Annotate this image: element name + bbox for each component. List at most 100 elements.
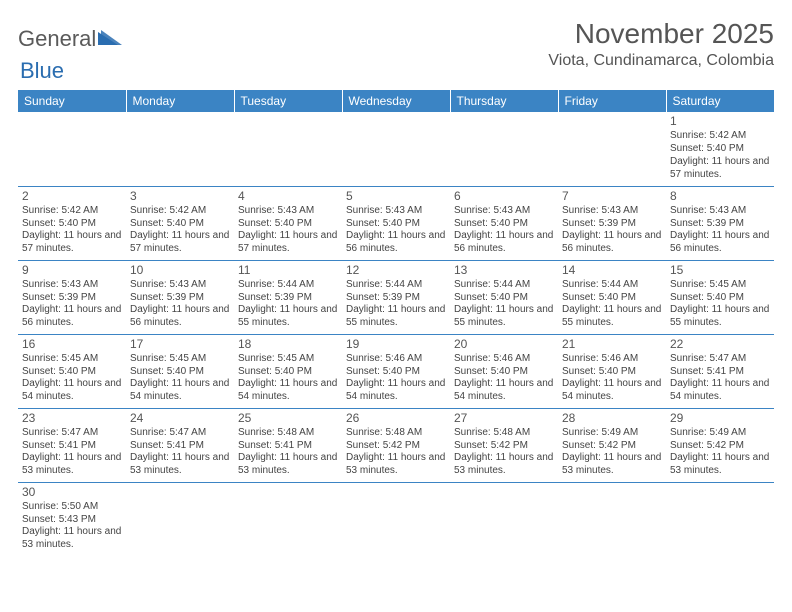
calendar-day-cell: 29Sunrise: 5:49 AMSunset: 5:42 PMDayligh…: [666, 408, 774, 482]
sunset-line: Sunset: 5:39 PM: [22, 292, 122, 305]
daylight-line: Daylight: 11 hours and 55 minutes.: [454, 304, 554, 330]
day-number: 11: [238, 263, 338, 278]
sunrise-line: Sunrise: 5:45 AM: [22, 353, 122, 366]
calendar-day-cell: 6Sunrise: 5:43 AMSunset: 5:40 PMDaylight…: [450, 186, 558, 260]
sunrise-line: Sunrise: 5:42 AM: [22, 205, 122, 218]
sunrise-line: Sunrise: 5:46 AM: [562, 353, 662, 366]
daylight-line: Daylight: 11 hours and 55 minutes.: [346, 304, 446, 330]
sunrise-line: Sunrise: 5:45 AM: [238, 353, 338, 366]
sunrise-line: Sunrise: 5:47 AM: [130, 427, 230, 440]
sunset-line: Sunset: 5:40 PM: [562, 292, 662, 305]
calendar-day-cell: 14Sunrise: 5:44 AMSunset: 5:40 PMDayligh…: [558, 260, 666, 334]
day-number: 28: [562, 411, 662, 426]
calendar-empty-cell: [18, 112, 126, 186]
calendar-day-cell: 25Sunrise: 5:48 AMSunset: 5:41 PMDayligh…: [234, 408, 342, 482]
calendar-week-row: 16Sunrise: 5:45 AMSunset: 5:40 PMDayligh…: [18, 334, 774, 408]
calendar-week-row: 9Sunrise: 5:43 AMSunset: 5:39 PMDaylight…: [18, 260, 774, 334]
calendar-empty-cell: [558, 112, 666, 186]
daylight-line: Daylight: 11 hours and 56 minutes.: [346, 230, 446, 256]
sunset-line: Sunset: 5:41 PM: [22, 440, 122, 453]
sunset-line: Sunset: 5:41 PM: [130, 440, 230, 453]
calendar-empty-cell: [342, 112, 450, 186]
day-number: 7: [562, 189, 662, 204]
calendar-day-cell: 3Sunrise: 5:42 AMSunset: 5:40 PMDaylight…: [126, 186, 234, 260]
logo-text-general: General: [18, 26, 96, 52]
daylight-line: Daylight: 11 hours and 56 minutes.: [454, 230, 554, 256]
day-number: 23: [22, 411, 122, 426]
daylight-line: Daylight: 11 hours and 57 minutes.: [22, 230, 122, 256]
sunset-line: Sunset: 5:41 PM: [238, 440, 338, 453]
location-text: Viota, Cundinamarca, Colombia: [548, 52, 774, 70]
daylight-line: Daylight: 11 hours and 53 minutes.: [346, 452, 446, 478]
daylight-line: Daylight: 11 hours and 54 minutes.: [238, 378, 338, 404]
sunrise-line: Sunrise: 5:49 AM: [670, 427, 770, 440]
sunset-line: Sunset: 5:40 PM: [22, 366, 122, 379]
sunrise-line: Sunrise: 5:43 AM: [346, 205, 446, 218]
sunrise-line: Sunrise: 5:44 AM: [346, 279, 446, 292]
calendar-body: 1Sunrise: 5:42 AMSunset: 5:40 PMDaylight…: [18, 112, 774, 556]
sunset-line: Sunset: 5:40 PM: [238, 218, 338, 231]
day-number: 2: [22, 189, 122, 204]
day-number: 18: [238, 337, 338, 352]
sunset-line: Sunset: 5:40 PM: [130, 218, 230, 231]
sunrise-line: Sunrise: 5:47 AM: [22, 427, 122, 440]
day-number: 15: [670, 263, 770, 278]
sunset-line: Sunset: 5:41 PM: [670, 366, 770, 379]
calendar-empty-cell: [234, 482, 342, 556]
sunset-line: Sunset: 5:40 PM: [454, 218, 554, 231]
sunrise-line: Sunrise: 5:47 AM: [670, 353, 770, 366]
calendar-week-row: 2Sunrise: 5:42 AMSunset: 5:40 PMDaylight…: [18, 186, 774, 260]
calendar-empty-cell: [126, 482, 234, 556]
daylight-line: Daylight: 11 hours and 55 minutes.: [562, 304, 662, 330]
calendar-table: Sunday Monday Tuesday Wednesday Thursday…: [18, 90, 774, 556]
calendar-day-cell: 9Sunrise: 5:43 AMSunset: 5:39 PMDaylight…: [18, 260, 126, 334]
calendar-day-cell: 12Sunrise: 5:44 AMSunset: 5:39 PMDayligh…: [342, 260, 450, 334]
calendar-empty-cell: [666, 482, 774, 556]
day-number: 20: [454, 337, 554, 352]
calendar-empty-cell: [450, 112, 558, 186]
logo-flag-icon: [98, 30, 122, 46]
calendar-day-cell: 21Sunrise: 5:46 AMSunset: 5:40 PMDayligh…: [558, 334, 666, 408]
sunrise-line: Sunrise: 5:43 AM: [670, 205, 770, 218]
calendar-day-cell: 19Sunrise: 5:46 AMSunset: 5:40 PMDayligh…: [342, 334, 450, 408]
day-number: 6: [454, 189, 554, 204]
sunset-line: Sunset: 5:40 PM: [454, 366, 554, 379]
sunset-line: Sunset: 5:40 PM: [670, 292, 770, 305]
sunset-line: Sunset: 5:40 PM: [454, 292, 554, 305]
day-number: 8: [670, 189, 770, 204]
sunrise-line: Sunrise: 5:44 AM: [238, 279, 338, 292]
calendar-day-cell: 20Sunrise: 5:46 AMSunset: 5:40 PMDayligh…: [450, 334, 558, 408]
day-number: 29: [670, 411, 770, 426]
calendar-empty-cell: [126, 112, 234, 186]
sunset-line: Sunset: 5:40 PM: [346, 366, 446, 379]
day-header: Thursday: [450, 90, 558, 112]
day-number: 3: [130, 189, 230, 204]
sunset-line: Sunset: 5:39 PM: [238, 292, 338, 305]
day-header: Monday: [126, 90, 234, 112]
daylight-line: Daylight: 11 hours and 54 minutes.: [454, 378, 554, 404]
sunset-line: Sunset: 5:42 PM: [670, 440, 770, 453]
calendar-day-cell: 30Sunrise: 5:50 AMSunset: 5:43 PMDayligh…: [18, 482, 126, 556]
day-number: 22: [670, 337, 770, 352]
sunset-line: Sunset: 5:39 PM: [130, 292, 230, 305]
calendar-week-row: 1Sunrise: 5:42 AMSunset: 5:40 PMDaylight…: [18, 112, 774, 186]
sunset-line: Sunset: 5:40 PM: [346, 218, 446, 231]
calendar-day-cell: 26Sunrise: 5:48 AMSunset: 5:42 PMDayligh…: [342, 408, 450, 482]
calendar-day-cell: 2Sunrise: 5:42 AMSunset: 5:40 PMDaylight…: [18, 186, 126, 260]
sunrise-line: Sunrise: 5:48 AM: [238, 427, 338, 440]
calendar-day-cell: 8Sunrise: 5:43 AMSunset: 5:39 PMDaylight…: [666, 186, 774, 260]
sunrise-line: Sunrise: 5:42 AM: [670, 130, 770, 143]
sunset-line: Sunset: 5:42 PM: [454, 440, 554, 453]
calendar-day-cell: 28Sunrise: 5:49 AMSunset: 5:42 PMDayligh…: [558, 408, 666, 482]
day-number: 30: [22, 485, 122, 500]
sunset-line: Sunset: 5:39 PM: [346, 292, 446, 305]
calendar-day-cell: 1Sunrise: 5:42 AMSunset: 5:40 PMDaylight…: [666, 112, 774, 186]
day-number: 5: [346, 189, 446, 204]
daylight-line: Daylight: 11 hours and 55 minutes.: [238, 304, 338, 330]
sunrise-line: Sunrise: 5:44 AM: [454, 279, 554, 292]
calendar-day-cell: 22Sunrise: 5:47 AMSunset: 5:41 PMDayligh…: [666, 334, 774, 408]
calendar-day-cell: 23Sunrise: 5:47 AMSunset: 5:41 PMDayligh…: [18, 408, 126, 482]
sunrise-line: Sunrise: 5:42 AM: [130, 205, 230, 218]
day-number: 27: [454, 411, 554, 426]
month-title: November 2025: [548, 18, 774, 50]
